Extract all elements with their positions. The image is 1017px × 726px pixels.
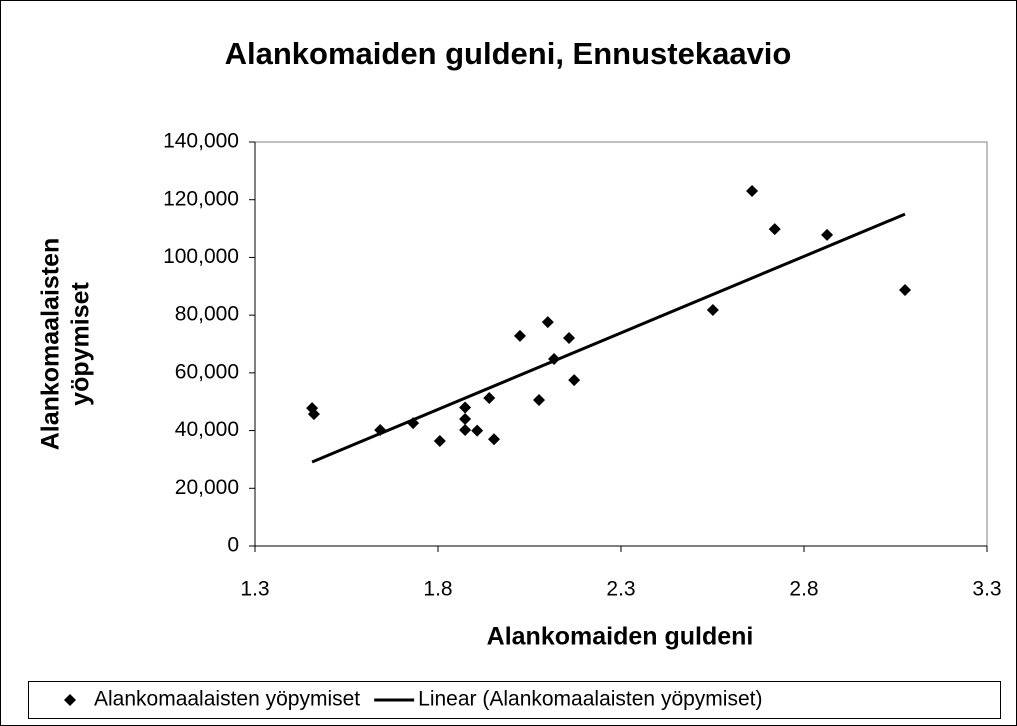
x-axis-title: Alankomaiden guldeni bbox=[487, 623, 754, 651]
y-tick-label: 100,000 bbox=[163, 245, 239, 268]
x-tick-label: 1.8 bbox=[423, 578, 452, 601]
legend bbox=[28, 681, 1001, 719]
y-tick-label: 0 bbox=[227, 534, 239, 557]
data-point bbox=[459, 401, 472, 414]
data-point bbox=[746, 185, 759, 198]
legend-label: Linear (Alankomaalaisten yöpymiset) bbox=[418, 688, 762, 711]
data-point bbox=[563, 331, 576, 344]
data-point bbox=[307, 408, 320, 421]
x-tick-label: 1.3 bbox=[240, 578, 269, 601]
y-tick-label: 140,000 bbox=[163, 130, 239, 153]
data-point bbox=[433, 434, 446, 447]
data-point bbox=[541, 316, 554, 329]
y-axis-title: Alankomaalaisten yöpymiset bbox=[37, 238, 95, 451]
data-point bbox=[483, 391, 496, 404]
data-point bbox=[471, 424, 484, 437]
y-tick-label: 40,000 bbox=[175, 418, 239, 441]
legend-label: Alankomaalaisten yöpymiset bbox=[94, 688, 360, 711]
data-point bbox=[821, 228, 834, 241]
y-tick-label: 60,000 bbox=[175, 360, 239, 383]
data-point bbox=[513, 329, 526, 342]
x-tick-label: 2.3 bbox=[606, 578, 635, 601]
x-tick-label: 3.3 bbox=[972, 578, 1001, 601]
y-tick-label: 120,000 bbox=[163, 187, 239, 210]
legend-marker bbox=[64, 694, 76, 706]
x-tick-label: 2.8 bbox=[789, 578, 818, 601]
data-point bbox=[899, 284, 912, 297]
data-point bbox=[459, 423, 472, 436]
y-tick-label: 20,000 bbox=[175, 476, 239, 499]
y-tick-label: 80,000 bbox=[175, 303, 239, 326]
trend-line bbox=[311, 212, 906, 464]
data-point bbox=[459, 413, 472, 426]
y-axis-title-line: yöpymiset bbox=[67, 282, 95, 406]
data-point bbox=[487, 433, 500, 446]
data-point bbox=[568, 374, 581, 387]
y-axis-title-line: Alankomaalaisten bbox=[37, 238, 65, 451]
data-point bbox=[706, 303, 719, 316]
data-point bbox=[768, 223, 781, 236]
data-point bbox=[533, 393, 546, 406]
chart-title: Alankomaiden guldeni, Ennustekaavio bbox=[225, 36, 792, 71]
